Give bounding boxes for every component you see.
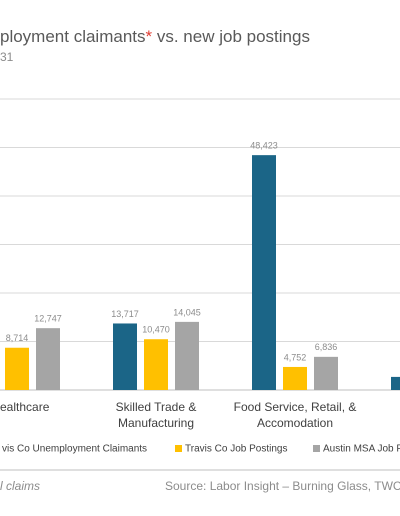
bar [175, 321, 199, 390]
bar [5, 347, 29, 390]
bar [252, 155, 276, 390]
bars [5, 155, 400, 390]
title-part: vs. new job postings [152, 27, 310, 46]
bar [113, 323, 137, 390]
bar [144, 339, 168, 390]
title-part: * [146, 27, 153, 46]
legend-label: Austin MSA Job Po [323, 444, 400, 455]
bar [314, 356, 338, 390]
data-label: 48,423 [250, 141, 278, 151]
footnote: l claims [0, 479, 40, 493]
legend: vis Co Unemployment Claimants Travis Co J… [2, 444, 400, 455]
data-label: 4,752 [284, 352, 307, 362]
x-tick-label: Accomodation [257, 416, 333, 430]
data-label: 10,470 [142, 325, 170, 335]
x-tick-label: Skilled Trade & [116, 400, 197, 414]
bar [36, 328, 60, 390]
bar [283, 366, 307, 390]
data-label: 6,836 [315, 342, 338, 352]
data-label: 13,717 [111, 309, 139, 319]
source: Source: Labor Insight – Burning Glass, T… [165, 479, 400, 493]
data-label: 14,045 [173, 307, 201, 317]
data-label: 12,747 [34, 314, 62, 324]
x-tick-label: Food Service, Retail, & [234, 400, 357, 414]
chart-title: ployment claimants* vs. new job postings [0, 27, 310, 46]
data-label: 8,714 [6, 333, 29, 343]
legend-swatch [175, 445, 182, 452]
bar [391, 376, 400, 390]
legend-label: vis Co Unemployment Claimants [2, 444, 147, 455]
chart-subtitle: 31 [0, 50, 14, 64]
legend-swatch [313, 445, 320, 452]
x-tick-label: Manufacturing [118, 416, 194, 430]
legend-label: Travis Co Job Postings [185, 444, 287, 455]
x-tick-label: ealthcare [0, 400, 50, 414]
title-part: ployment claimants [0, 27, 146, 46]
